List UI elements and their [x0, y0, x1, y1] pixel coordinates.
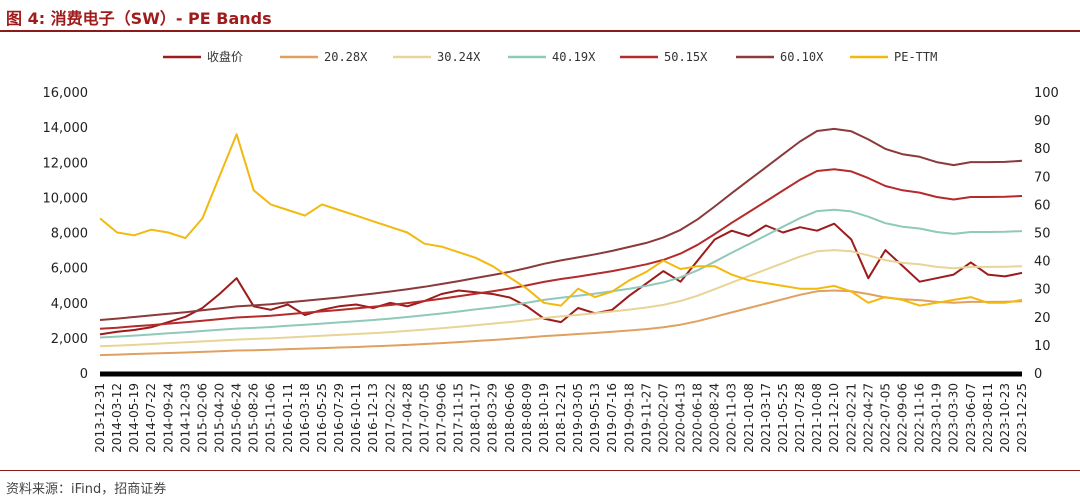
x-tick-label: 2022-07-05: [878, 383, 892, 453]
x-tick-label: 2022-04-27: [861, 383, 875, 453]
y-left-tick-label: 16,000: [43, 86, 89, 101]
x-tick-label: 2023-12-25: [1015, 383, 1029, 453]
y-right-tick-label: 60: [1034, 198, 1051, 213]
y-left-tick-label: 12,000: [43, 156, 89, 171]
source-divider: [0, 470, 1080, 471]
x-tick-label: 2014-03-12: [110, 383, 124, 453]
x-tick-label: 2019-11-27: [639, 383, 653, 453]
x-tick-label: 2021-07-28: [793, 383, 807, 453]
x-tick-label: 2023-06-07: [964, 383, 978, 453]
x-tick-label: 2019-05-13: [588, 383, 602, 453]
x-tick-label: 2019-09-18: [622, 383, 636, 453]
x-tick-label: 2021-03-17: [759, 383, 773, 453]
x-tick-label: 2015-06-24: [230, 383, 244, 453]
y-left-tick-label: 14,000: [43, 121, 89, 136]
x-tick-label: 2022-11-16: [913, 383, 927, 453]
x-tick-label: 2014-05-19: [127, 383, 141, 453]
x-tick-label: 2023-01-19: [930, 383, 944, 453]
x-tick-label: 2016-12-13: [366, 383, 380, 453]
x-tick-label: 2022-09-06: [895, 383, 909, 453]
series-line-20.28X: [99, 289, 1023, 357]
x-tick-label: 2014-07-22: [144, 383, 158, 453]
legend-label: PE-TTM: [894, 50, 937, 64]
x-tick-label: 2019-07-16: [605, 383, 619, 453]
series-line-60.10X: [99, 127, 1023, 321]
series-line-50.15X: [99, 168, 1023, 330]
x-tick-label: 2015-04-20: [213, 383, 227, 453]
x-tick-label: 2018-03-29: [486, 383, 500, 453]
x-tick-label: 2022-02-21: [844, 383, 858, 453]
x-tick-label: 2020-04-13: [674, 383, 688, 453]
pe-bands-chart: 0 2,000 4,000 6,000 8,000 10,000 12,000 14,000 1…: [43, 49, 1059, 453]
y-left-tick-label: 6,000: [51, 262, 88, 277]
y-left-tick-label: 10,000: [43, 191, 89, 206]
chart-title: 图 4: 消费电子（SW）- PE Bands: [6, 9, 272, 28]
title-bar: 图 4: 消费电子（SW）- PE Bands: [0, 0, 1080, 32]
x-tick-label: 2021-01-08: [742, 383, 756, 453]
series-line-PE-TTM: [99, 133, 1023, 307]
x-tick-label: 2021-12-10: [827, 383, 841, 453]
x-tick-label: 2018-12-21: [554, 383, 568, 453]
source-note: 资料来源：iFind，招商证券: [6, 482, 167, 497]
x-tick-label: 2019-03-05: [571, 383, 585, 453]
x-tick-label: 2017-07-05: [417, 383, 431, 453]
x-tick-label: 2017-11-15: [452, 383, 466, 453]
x-tick-label: 2023-03-30: [947, 383, 961, 453]
legend-label: 40.19X: [552, 50, 596, 64]
x-tick-label: 2017-02-22: [383, 383, 397, 453]
x-tick-label: 2018-06-06: [503, 383, 517, 453]
y-right-tick-label: 90: [1034, 114, 1051, 129]
y-right-tick-label: 20: [1034, 311, 1051, 326]
x-tick-label: 2016-05-25: [315, 383, 329, 453]
y-left-tick-label: 2,000: [51, 332, 88, 347]
series-line-30.24X: [99, 249, 1023, 348]
series-line-40.19X: [99, 208, 1023, 339]
x-tick-label: 2016-01-11: [281, 383, 295, 453]
y-right-tick-label: 100: [1034, 86, 1059, 101]
legend-label: 收盘价: [207, 49, 243, 64]
x-tick-label: 2017-09-06: [434, 383, 448, 453]
x-tick-label: 2021-05-25: [776, 383, 790, 453]
x-tick-label: 2020-02-07: [656, 383, 670, 453]
x-tick-label: 2018-08-09: [520, 383, 534, 453]
legend-label: 30.24X: [437, 50, 481, 64]
x-tick-label: 2018-10-19: [537, 383, 551, 453]
y-left-tick-label: 0: [80, 367, 88, 382]
y-right-tick-label: 30: [1034, 283, 1051, 298]
y-left-tick-label: 8,000: [51, 227, 88, 242]
x-tick-label: 2020-06-18: [691, 383, 705, 453]
x-tick-label: 2021-10-08: [810, 383, 824, 453]
x-tick-label: 2018-01-17: [469, 383, 483, 453]
legend-label: 20.28X: [324, 50, 368, 64]
x-tick-label: 2014-09-24: [161, 383, 175, 453]
x-tick-label: 2016-03-18: [298, 383, 312, 453]
x-tick-label: 2016-07-29: [332, 383, 346, 453]
y-left-tick-label: 4,000: [51, 297, 88, 312]
x-tick-label: 2023-10-23: [998, 383, 1012, 453]
y-right-tick-label: 50: [1034, 227, 1051, 242]
legend-label: 60.10X: [780, 50, 824, 64]
x-tick-label: 2023-08-11: [981, 383, 995, 453]
x-tick-label: 2015-02-06: [195, 383, 209, 453]
x-tick-label: 2015-11-06: [264, 383, 278, 453]
y-right-tick-label: 80: [1034, 142, 1051, 157]
x-tick-label: 2020-08-24: [708, 383, 722, 453]
legend-label: 50.15X: [664, 50, 708, 64]
x-tick-label: 2013-12-31: [93, 383, 107, 453]
y-right-tick-label: 0: [1034, 367, 1042, 382]
x-tick-label: 2017-04-28: [400, 383, 414, 453]
y-right-tick-label: 70: [1034, 170, 1051, 185]
x-tick-label: 2015-08-26: [247, 383, 261, 453]
x-tick-label: 2014-12-03: [178, 383, 192, 453]
x-tick-label: 2016-10-11: [349, 383, 363, 453]
y-right-tick-label: 10: [1034, 339, 1051, 354]
x-tick-label: 2020-11-03: [725, 383, 739, 453]
y-right-tick-label: 40: [1034, 255, 1051, 270]
